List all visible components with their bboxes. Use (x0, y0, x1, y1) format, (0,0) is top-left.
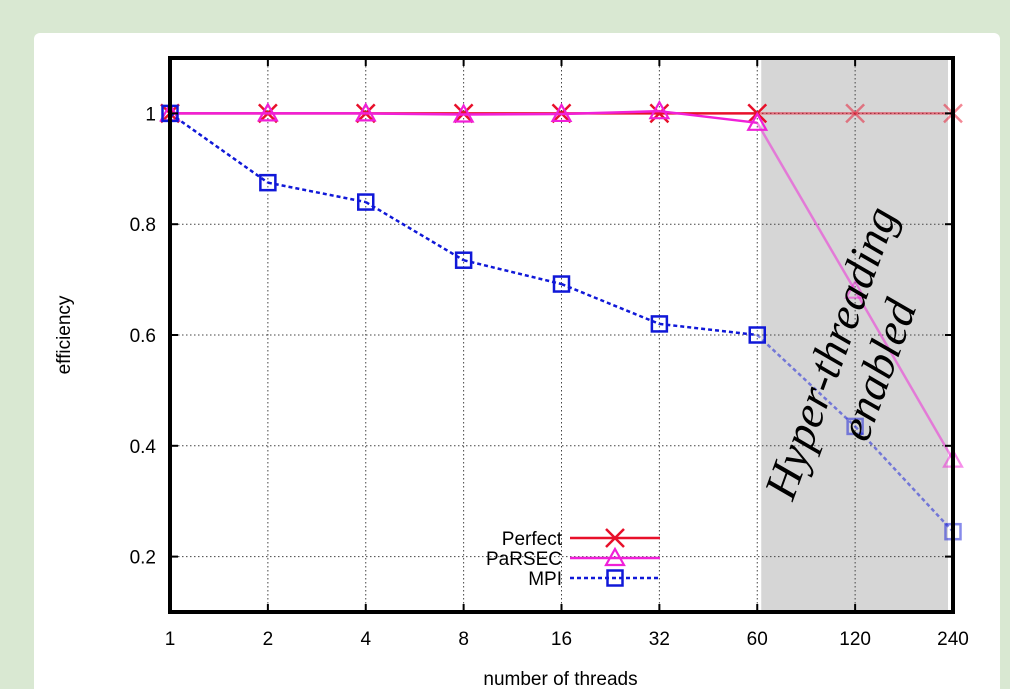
mpi-line-segment (659, 322, 758, 337)
x-tick-label: 1 (165, 629, 176, 650)
mpi-point (846, 417, 864, 436)
mpi-point (259, 173, 277, 192)
x-tick-label: 60 (747, 629, 768, 650)
mpi-point (552, 275, 571, 293)
x-tick-label: 32 (649, 629, 670, 650)
legend-marker-perfect (605, 528, 625, 548)
parsec-point (452, 103, 475, 123)
mpi-point (748, 326, 766, 344)
parsec-point (648, 99, 671, 120)
parsec-point (746, 111, 769, 131)
y-tick-label: 0.2 (130, 548, 156, 569)
perfect-point (649, 103, 670, 124)
parsec-line-segment (463, 112, 562, 116)
parsec-line-segment (561, 109, 660, 116)
legend-label-parsec: PaRSEC (486, 549, 562, 570)
y-tick-label: 0.8 (130, 215, 156, 236)
mpi-line-segment (854, 425, 954, 533)
y-tick-label: 0.4 (130, 437, 157, 458)
x-tick-label: 16 (551, 629, 572, 650)
mpi-line-segment (267, 181, 366, 204)
y-axis-label: efficiency (54, 295, 75, 374)
legend-marker-parsec (604, 546, 626, 567)
parsec-point (550, 102, 573, 123)
parsec-line-segment (659, 109, 758, 125)
mpi-line-segment (169, 112, 269, 184)
mpi-line-segment (756, 334, 856, 428)
x-tick-label: 8 (458, 629, 469, 650)
mpi-line-segment (561, 282, 660, 326)
parsec-point (256, 102, 279, 122)
parsec-line-segment (756, 122, 857, 292)
parsec-line-segment (365, 112, 464, 116)
y-tick-label: 1 (145, 104, 156, 125)
mpi-line-segment (463, 258, 562, 286)
x-tick-label: 2 (263, 629, 274, 650)
parsec-point (844, 279, 867, 299)
mpi-point (650, 315, 669, 333)
x-tick-label: 4 (360, 629, 371, 650)
legend-marker-mpi (606, 569, 624, 587)
mpi-point (357, 193, 375, 211)
x-tick-label: 240 (937, 629, 969, 650)
parsec-line-segment (854, 290, 955, 461)
legend-label-perfect: Perfect (502, 529, 563, 550)
mpi-point (454, 251, 473, 269)
y-tick-label: 0.6 (130, 326, 156, 347)
perfect-point (845, 103, 866, 124)
x-axis-label: number of threads (483, 669, 637, 689)
parsec-point (354, 102, 377, 122)
mpi-line-segment (365, 200, 465, 262)
x-tick-label: 120 (839, 629, 871, 650)
legend-label-mpi: MPI (528, 569, 562, 590)
